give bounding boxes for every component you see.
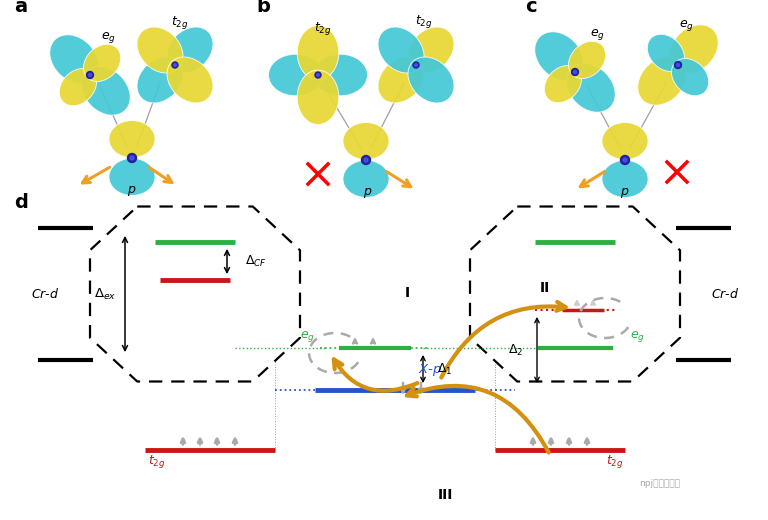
Ellipse shape xyxy=(313,54,368,96)
Ellipse shape xyxy=(602,160,648,198)
Ellipse shape xyxy=(602,123,648,160)
Circle shape xyxy=(413,62,419,68)
Ellipse shape xyxy=(378,27,424,73)
Circle shape xyxy=(130,156,134,160)
Ellipse shape xyxy=(297,25,339,80)
Text: $e_g$: $e_g$ xyxy=(679,18,694,33)
Text: $e_g$: $e_g$ xyxy=(101,30,115,45)
Text: $e_g$: $e_g$ xyxy=(300,329,315,344)
Text: b: b xyxy=(256,0,270,16)
Ellipse shape xyxy=(535,32,584,81)
Ellipse shape xyxy=(671,59,709,96)
Circle shape xyxy=(127,153,137,162)
Circle shape xyxy=(674,61,681,69)
Ellipse shape xyxy=(269,54,323,96)
Text: a: a xyxy=(14,0,27,16)
Text: $t_{2g}$: $t_{2g}$ xyxy=(415,13,433,30)
Circle shape xyxy=(621,155,630,164)
Ellipse shape xyxy=(343,123,389,160)
Text: $\Delta_{ex}$: $\Delta_{ex}$ xyxy=(94,287,116,302)
Circle shape xyxy=(574,70,577,73)
Text: $p$: $p$ xyxy=(363,186,372,200)
Ellipse shape xyxy=(167,57,213,103)
Ellipse shape xyxy=(670,25,718,73)
Ellipse shape xyxy=(109,121,155,158)
Text: $\Delta_2$: $\Delta_2$ xyxy=(508,343,523,358)
Ellipse shape xyxy=(81,67,131,115)
Ellipse shape xyxy=(109,158,155,196)
Text: $t_{2g}$: $t_{2g}$ xyxy=(314,20,332,37)
Text: Cr-$d$: Cr-$d$ xyxy=(31,287,59,301)
Ellipse shape xyxy=(637,57,687,105)
Text: I: I xyxy=(405,286,409,300)
Text: $p$: $p$ xyxy=(621,186,630,200)
Text: $e_g$: $e_g$ xyxy=(590,27,604,42)
Circle shape xyxy=(87,71,94,79)
Ellipse shape xyxy=(137,27,183,73)
Circle shape xyxy=(315,72,321,78)
Ellipse shape xyxy=(408,27,454,73)
Circle shape xyxy=(415,63,417,67)
Ellipse shape xyxy=(567,63,615,112)
Ellipse shape xyxy=(343,160,389,198)
Text: c: c xyxy=(525,0,537,16)
Circle shape xyxy=(316,74,319,76)
Text: $p$: $p$ xyxy=(127,184,137,198)
Ellipse shape xyxy=(408,57,454,103)
Circle shape xyxy=(623,158,627,162)
Text: $X$-$p$: $X$-$p$ xyxy=(418,362,442,378)
Text: $e_g$: $e_g$ xyxy=(630,329,645,344)
Ellipse shape xyxy=(568,41,606,79)
Text: $\Delta_1$: $\Delta_1$ xyxy=(437,361,452,376)
Text: $t_{2g}$: $t_{2g}$ xyxy=(171,14,189,31)
Ellipse shape xyxy=(59,69,97,106)
Ellipse shape xyxy=(50,35,98,84)
Text: $t_{2g}$: $t_{2g}$ xyxy=(606,453,624,470)
Ellipse shape xyxy=(137,57,183,103)
Text: $t_{2g}$: $t_{2g}$ xyxy=(148,453,166,470)
Circle shape xyxy=(88,73,91,76)
Circle shape xyxy=(571,69,578,75)
Ellipse shape xyxy=(297,70,339,124)
Text: d: d xyxy=(14,193,28,212)
Text: III: III xyxy=(437,488,452,502)
Text: npj计算材料学: npj计算材料学 xyxy=(639,479,680,488)
Ellipse shape xyxy=(545,66,581,103)
Circle shape xyxy=(362,155,370,164)
Circle shape xyxy=(172,62,178,68)
Circle shape xyxy=(677,63,680,67)
Circle shape xyxy=(364,158,368,162)
Ellipse shape xyxy=(167,27,213,73)
Ellipse shape xyxy=(647,34,684,71)
Text: II: II xyxy=(540,281,550,295)
Ellipse shape xyxy=(84,44,121,82)
Circle shape xyxy=(174,63,177,67)
Text: Cr-$d$: Cr-$d$ xyxy=(711,287,739,301)
Text: $\Delta_{CF}$: $\Delta_{CF}$ xyxy=(245,253,267,268)
Ellipse shape xyxy=(378,57,424,103)
